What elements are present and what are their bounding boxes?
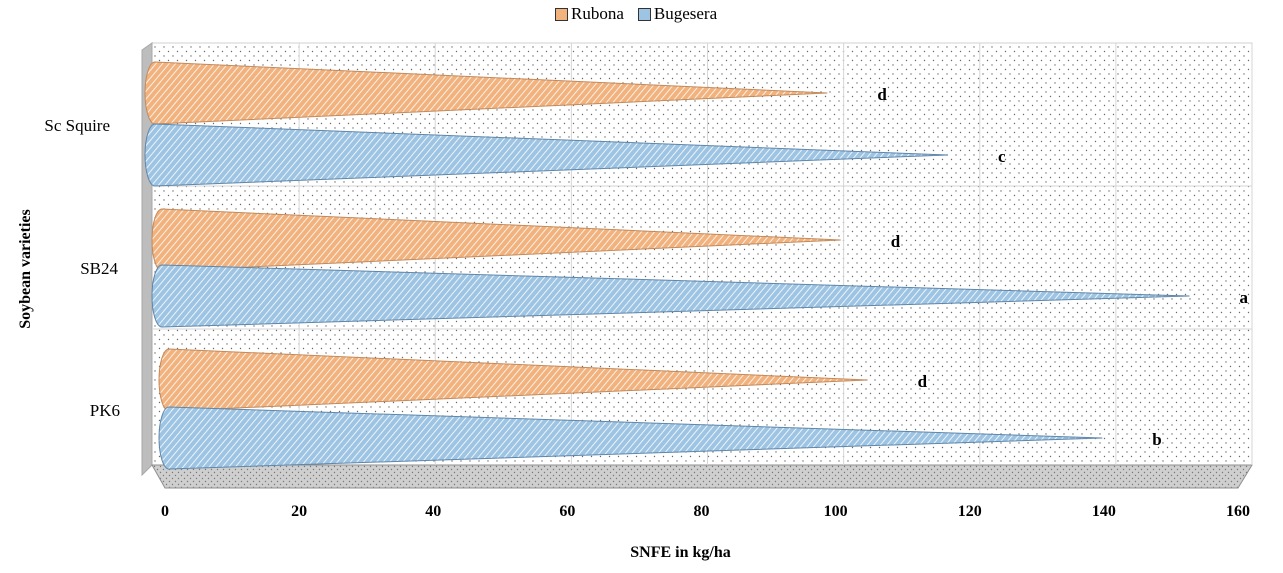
rubona-cone-sc-squire — [144, 61, 828, 125]
legend-swatch-rubona — [555, 7, 568, 21]
significance-letter: a — [1239, 288, 1248, 307]
bugesera-cone-sb24 — [151, 264, 1190, 328]
x-axis-title: SNFE in kg/ha — [630, 544, 731, 561]
x-tick-label: 100 — [824, 503, 848, 520]
y-axis-title: Soybean varieties — [17, 209, 34, 329]
legend-swatch-bugesera — [637, 7, 651, 21]
legend: Rubona Bugesera — [555, 4, 731, 24]
bugesera-cone-pk6 — [158, 406, 1103, 470]
x-tick-label: 40 — [425, 503, 441, 520]
plot-floor — [151, 464, 1253, 489]
significance-letter: b — [1152, 430, 1161, 449]
legend-label-rubona: Rubona — [571, 4, 624, 23]
significance-letter: d — [918, 372, 928, 391]
y-tick-label: SB24 — [80, 259, 118, 278]
x-tick-label: 120 — [958, 503, 982, 520]
legend-item-rubona: Rubona — [555, 4, 624, 24]
x-tick-label: 160 — [1226, 503, 1250, 520]
y-tick-label: Sc Squire — [44, 116, 110, 135]
x-tick-label: 0 — [161, 503, 169, 520]
bugesera-cone-sc-squire — [144, 123, 949, 187]
x-tick-label: 60 — [559, 503, 575, 520]
legend-item-bugesera: Bugesera — [637, 4, 718, 24]
significance-letter: c — [998, 147, 1006, 166]
y-tick-label: PK6 — [90, 401, 120, 420]
significance-letter: d — [877, 85, 887, 104]
x-tick-label: 140 — [1092, 503, 1116, 520]
x-tick-label: 80 — [694, 503, 710, 520]
significance-letter: d — [891, 232, 901, 251]
legend-label-bugesera: Bugesera — [653, 4, 718, 23]
x-tick-label: 20 — [291, 503, 307, 520]
